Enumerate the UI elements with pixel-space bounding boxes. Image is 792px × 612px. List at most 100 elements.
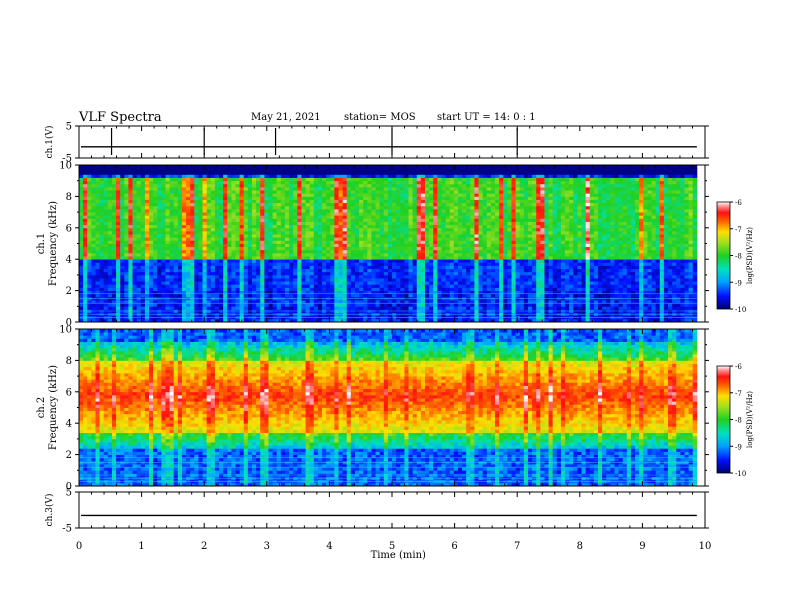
spectrogram-cell	[83, 278, 88, 282]
spectrogram-cell	[408, 212, 414, 216]
spectrogram-cell	[334, 243, 339, 248]
spectrogram-cell	[441, 287, 446, 291]
spectrogram-cell	[425, 183, 430, 188]
spectrogram-cell	[198, 259, 203, 263]
spectrogram-cell	[322, 215, 327, 219]
spectrogram-cell	[482, 262, 488, 266]
spectrogram-cell	[276, 271, 282, 276]
spectrogram-cell	[367, 281, 372, 285]
spectrogram-cell	[256, 199, 261, 204]
spectrogram-cell	[103, 234, 109, 238]
spectrogram-cell	[449, 218, 455, 222]
spectrogram-cell	[457, 318, 463, 323]
spectrogram-cell	[268, 256, 273, 260]
spectrogram-cell	[149, 186, 154, 191]
spectrogram-cell	[124, 230, 129, 235]
spectrogram-cell	[367, 318, 372, 323]
spectrogram-cell	[276, 243, 282, 248]
spectrogram-cell	[268, 212, 273, 216]
spectrogram-cell	[132, 193, 138, 197]
spectrogram-cell	[227, 303, 232, 307]
spectrogram-cell	[400, 168, 405, 172]
spectrogram-cell	[198, 196, 203, 200]
spectrogram-cell	[392, 262, 397, 266]
spectrogram-cell	[346, 259, 352, 263]
spectrogram-cell	[420, 193, 426, 197]
spectrogram-cell	[425, 265, 430, 270]
spectrogram-cell	[169, 218, 175, 222]
spectrogram-cell	[132, 221, 138, 226]
spectrogram-cell	[223, 199, 228, 204]
spectrogram-cell	[466, 290, 471, 295]
spectrogram-cell	[317, 243, 323, 248]
spectrogram-cell	[375, 262, 381, 266]
spectrogram-cell	[210, 224, 216, 229]
spectrogram-cell	[194, 274, 199, 279]
spectrogram-cell	[144, 259, 150, 263]
spectrogram-cell	[124, 186, 129, 191]
spectrogram-cell	[190, 171, 195, 175]
spectrogram-cell	[478, 262, 484, 266]
spectrogram-cell	[466, 262, 471, 266]
spectrogram-cell	[260, 237, 265, 241]
spectrogram-cell	[354, 168, 360, 172]
spectrogram-cell	[280, 234, 286, 238]
spectrogram-cell	[322, 202, 327, 207]
spectrogram-cell	[462, 246, 467, 251]
spectrogram-cell	[404, 218, 409, 222]
spectrogram-cell	[231, 199, 236, 204]
spectrogram-cell	[346, 234, 352, 238]
spectrogram-cell	[437, 306, 442, 310]
spectrogram-cell	[260, 221, 265, 226]
spectrogram-cell	[280, 252, 286, 257]
spectrogram-cell	[433, 224, 438, 229]
spectrogram-cell	[202, 227, 208, 232]
spectrogram-cell	[449, 234, 455, 238]
spectrogram-cell	[375, 183, 381, 188]
spectrogram-cell	[334, 196, 339, 200]
spectrogram-cell	[425, 274, 430, 279]
spectrogram-cell	[136, 281, 142, 285]
spectrogram-cell	[243, 221, 249, 226]
spectrogram-cell	[457, 199, 463, 204]
spectrogram-cell	[256, 230, 261, 235]
spectrogram-cell	[227, 193, 232, 197]
spectrogram-cell	[79, 171, 84, 175]
spectrogram-cell	[309, 262, 315, 266]
spectrogram-cell	[87, 177, 92, 182]
spectrogram-cell	[190, 174, 195, 178]
spectrogram-cell	[276, 174, 282, 178]
spectrogram-cell	[260, 281, 265, 285]
spectrogram-cell	[206, 202, 212, 207]
spectrogram-cell	[375, 171, 381, 175]
spectrogram-cell	[445, 186, 451, 191]
spectrogram-cell	[338, 240, 344, 244]
spectrogram-cell	[317, 293, 323, 298]
spectrogram-cell	[280, 268, 286, 273]
spectrogram-cell	[334, 278, 339, 282]
spectrogram-cell	[239, 196, 245, 200]
spectrogram-cell	[83, 300, 88, 304]
spectrogram-cell	[412, 318, 418, 323]
spectrogram-cell	[79, 218, 84, 222]
spectrogram-cell	[227, 287, 232, 291]
spectrogram-cell	[420, 174, 426, 178]
spectrogram-cell	[313, 196, 319, 200]
spectrogram-cell	[478, 199, 484, 204]
spectrogram-cell	[462, 243, 467, 248]
spectrogram-cell	[429, 259, 434, 263]
spectrogram-cell	[342, 262, 348, 266]
spectrogram-cell	[280, 271, 286, 276]
spectrogram-cell	[416, 183, 422, 188]
spectrogram-cell	[149, 190, 154, 194]
spectrogram-cell	[470, 230, 475, 235]
spectrogram-cell	[338, 183, 344, 188]
spectrogram-cell	[326, 284, 331, 288]
spectrogram-cell	[359, 303, 364, 307]
spectrogram-cell	[449, 199, 455, 204]
spectrogram-cell	[268, 262, 273, 266]
spectrogram-cell	[420, 287, 426, 291]
spectrogram-cell	[161, 199, 166, 204]
spectrogram-cell	[408, 243, 414, 248]
spectrogram-cell	[206, 281, 212, 285]
